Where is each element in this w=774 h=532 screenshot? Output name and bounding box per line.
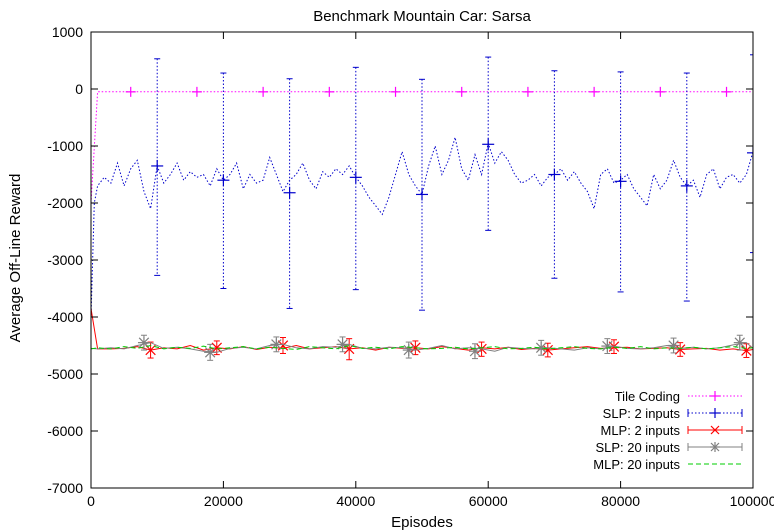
data-point [151, 159, 164, 172]
plot-area [91, 54, 753, 361]
error-bar [468, 343, 481, 360]
error-bar [674, 342, 686, 357]
series-5 [91, 344, 753, 351]
data-point [667, 339, 680, 352]
data-point [416, 188, 428, 201]
data-point [324, 86, 335, 97]
data-point [349, 171, 362, 184]
error-bar [601, 338, 614, 354]
data-point [548, 168, 561, 181]
x-tick-label: 20000 [204, 493, 243, 509]
data-point [674, 344, 686, 355]
legend-entry-5: MLP: 20 inputs [593, 457, 742, 472]
y-tick-label: 0 [75, 81, 83, 97]
y-tick-label: -5000 [47, 366, 83, 382]
y-tick-label: -2000 [47, 195, 83, 211]
data-point [655, 86, 666, 97]
series-1 [91, 86, 753, 204]
x-axis-title: Episodes [391, 514, 453, 531]
error-bar [482, 56, 495, 231]
data-point [456, 86, 467, 97]
chart-title: Benchmark Mountain Car: Sarsa [313, 8, 531, 25]
y-tick-label: -3000 [47, 252, 83, 268]
data-point [402, 344, 415, 357]
x-tick-label: 80000 [601, 493, 640, 509]
data-point [125, 86, 136, 97]
legend-marker [710, 425, 720, 435]
error-bar [204, 343, 217, 361]
y-tick-label: -7000 [47, 480, 83, 496]
data-point [277, 340, 289, 351]
data-point [741, 345, 752, 356]
legend-label: SLP: 2 inputs [603, 406, 681, 421]
axes: 1000 0 -1000 -2000 -3000 -4000 -5000 -6000 -7000… [47, 24, 774, 509]
data-point [721, 86, 732, 97]
legend-entry-3: MLP: 2 inputs [601, 423, 743, 438]
data-point [542, 344, 554, 356]
data-point [522, 86, 533, 97]
error-bar [747, 54, 753, 254]
data-point [137, 336, 150, 349]
legend-entry-4: SLP: 20 inputs [595, 440, 743, 455]
data-point [747, 146, 753, 159]
error-bar [277, 337, 289, 354]
error-bar [733, 334, 746, 351]
data-point [270, 338, 283, 351]
legend: Tile Coding SLP: 2 inputs MLP: 2 inputs SLP… [593, 389, 743, 472]
error-bar [349, 66, 362, 291]
error-bar [270, 336, 283, 353]
data-point [733, 336, 746, 349]
series-4 [91, 334, 753, 361]
error-bar [680, 72, 693, 302]
error-bar [741, 343, 752, 358]
data-point [601, 340, 614, 353]
x-tick-label: 40000 [336, 493, 375, 509]
series-line [91, 308, 753, 352]
error-bar [416, 78, 428, 311]
error-bar [137, 334, 150, 351]
data-point [614, 175, 627, 188]
series-2 [91, 54, 753, 318]
error-bar [151, 58, 164, 276]
error-bar [402, 341, 415, 359]
data-point [680, 179, 693, 192]
error-bar [336, 336, 349, 353]
legend-marker [710, 391, 720, 401]
legend-label: Tile Coding [615, 389, 680, 404]
legend-entry-1: Tile Coding [615, 389, 742, 404]
y-tick-label: -4000 [47, 309, 83, 325]
error-bar [283, 78, 296, 309]
x-tick-label: 60000 [469, 493, 508, 509]
y-tick-label: 1000 [52, 24, 83, 40]
y-tick-label: -6000 [47, 423, 83, 439]
data-point [468, 345, 481, 358]
series-line [91, 344, 753, 351]
data-point [258, 86, 269, 97]
legend-label: MLP: 2 inputs [601, 423, 681, 438]
data-point [217, 174, 230, 187]
y-tick-label: -1000 [47, 138, 83, 154]
y-axis-title: Average Off-Line Reward [7, 174, 24, 343]
error-bar [548, 70, 561, 279]
data-point [283, 186, 296, 199]
legend-marker [710, 442, 720, 452]
error-bar [667, 337, 680, 354]
legend-label: MLP: 20 inputs [593, 457, 680, 472]
data-point [390, 86, 401, 97]
data-point [191, 86, 202, 97]
data-point [482, 138, 495, 151]
error-bar [217, 72, 230, 289]
legend-entry-2: SLP: 2 inputs [603, 406, 743, 421]
error-bar [614, 71, 627, 293]
series-line [91, 342, 753, 353]
data-point [589, 86, 600, 97]
legend-marker [710, 408, 720, 418]
x-tick-label: 0 [87, 493, 95, 509]
data-point [204, 346, 217, 359]
x-tick-label: 100000 [730, 493, 774, 509]
legend-label: SLP: 20 inputs [595, 440, 680, 455]
series-line [91, 137, 753, 318]
series-3 [91, 308, 753, 361]
